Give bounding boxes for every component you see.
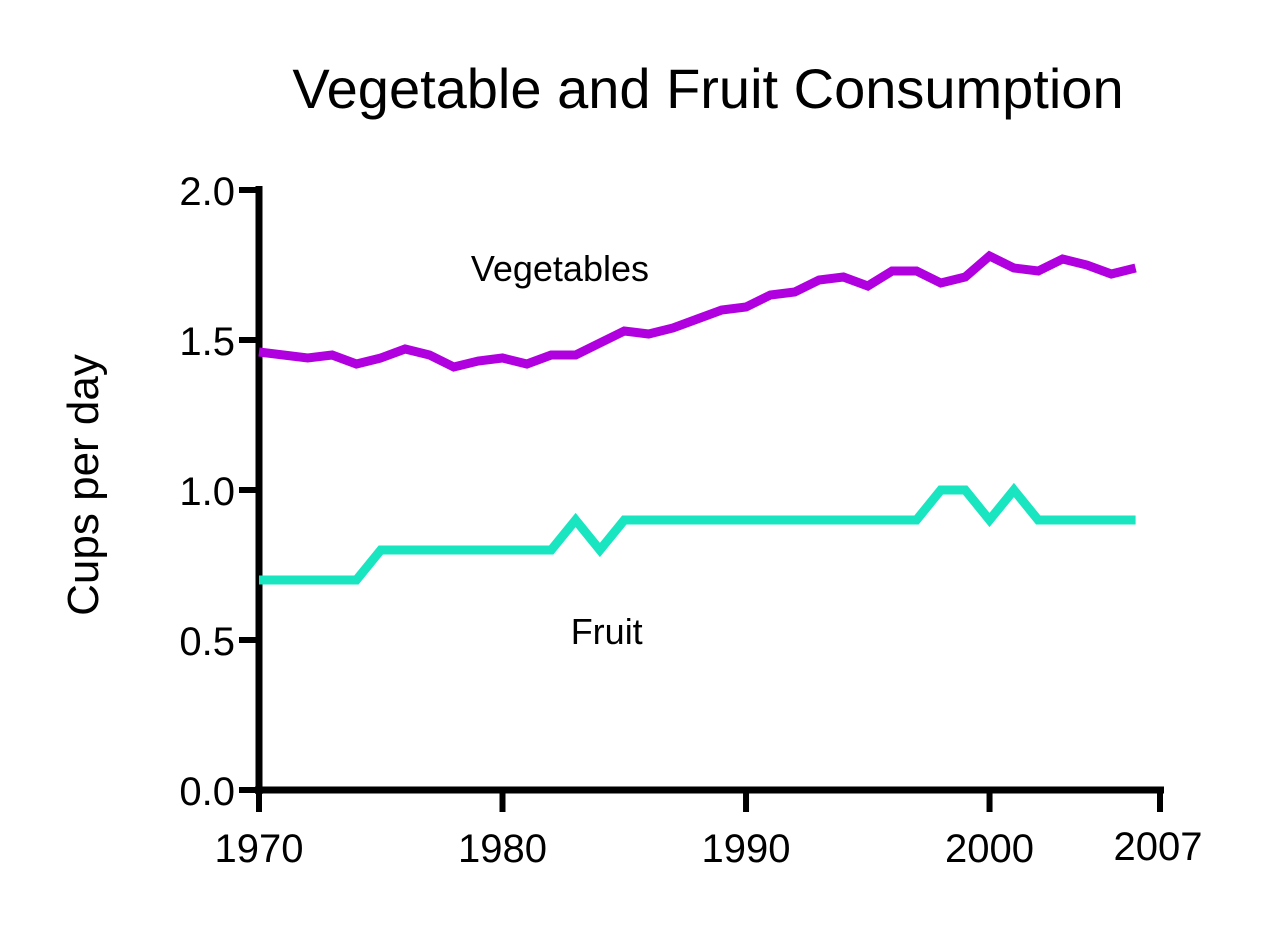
annotation-layer: Vegetables Fruit xyxy=(471,248,649,652)
y-tick-label: 1.0 xyxy=(179,470,235,514)
y-tick-label: 2.0 xyxy=(179,170,235,214)
y-tick-label: 1.5 xyxy=(179,320,235,364)
chart-title: Vegetable and Fruit Consumption xyxy=(292,57,1123,120)
y-axis-label: Cups per day xyxy=(59,354,108,616)
x-tick-label: 2007 xyxy=(1114,825,1203,869)
series-line-vegetables xyxy=(258,250,1137,372)
series-annotation-fruit: Fruit xyxy=(571,611,643,652)
x-tick-label: 1970 xyxy=(215,827,304,871)
series-line-fruit xyxy=(259,482,1136,585)
x-tick-label: 1990 xyxy=(702,827,791,871)
series-annotation-vegetables: Vegetables xyxy=(471,248,649,289)
y-tick-label: 0.0 xyxy=(179,770,235,814)
y-tick-label: 0.5 xyxy=(179,620,235,664)
series-layer xyxy=(258,250,1137,585)
x-tick-label: 2000 xyxy=(945,827,1034,871)
axes: 0.0 0.5 1.0 1.5 2.0 1970 1980 1990 2000 2007 xyxy=(179,170,1202,871)
x-tick-label: 1980 xyxy=(458,827,547,871)
